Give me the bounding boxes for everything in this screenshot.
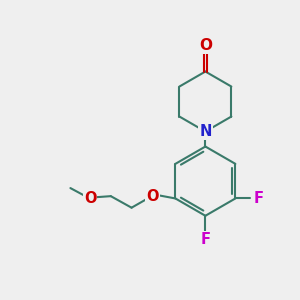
Text: F: F: [254, 191, 264, 206]
Text: O: O: [146, 189, 159, 204]
Text: N: N: [199, 124, 212, 139]
Text: O: O: [84, 191, 96, 206]
Text: F: F: [200, 232, 210, 247]
Text: O: O: [199, 38, 212, 53]
